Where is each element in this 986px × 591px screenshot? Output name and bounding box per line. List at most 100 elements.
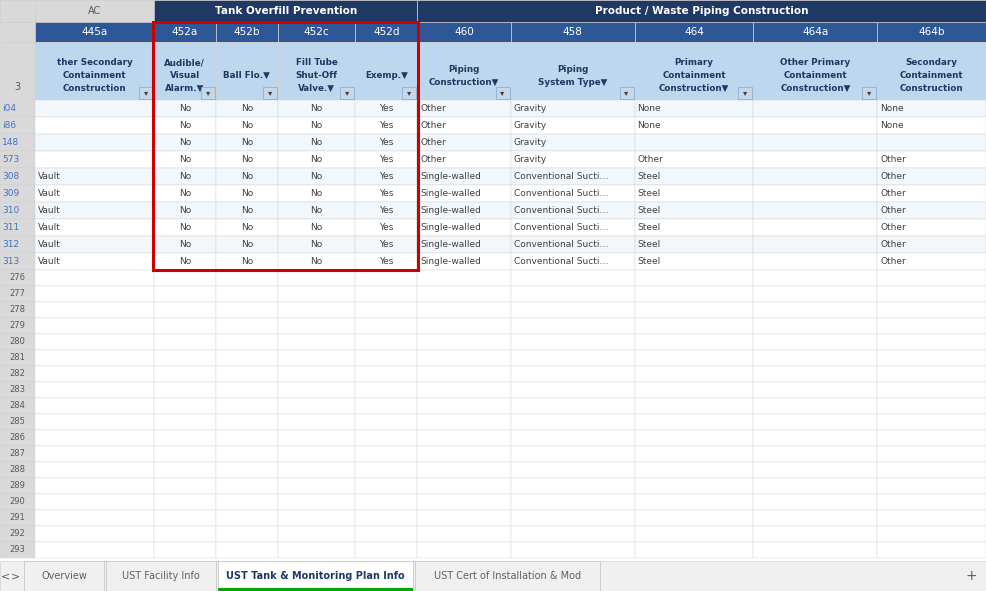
Bar	[154, 219, 216, 236]
Bar	[355, 494, 417, 510]
Text: No: No	[241, 206, 253, 215]
Text: AE: AE	[241, 6, 253, 16]
Bar	[35, 100, 154, 117]
Bar	[35, 168, 154, 185]
Bar	[753, 350, 878, 366]
Text: No: No	[241, 172, 253, 181]
Text: No: No	[178, 172, 191, 181]
Bar	[355, 22, 417, 42]
Bar	[0, 219, 35, 236]
Text: No: No	[311, 155, 322, 164]
Bar	[511, 366, 635, 382]
Bar	[417, 366, 511, 382]
Bar	[278, 219, 355, 236]
Text: <: <	[1, 571, 11, 581]
Bar	[878, 168, 986, 185]
Bar	[635, 478, 753, 494]
Bar	[216, 185, 278, 202]
Bar	[154, 185, 216, 202]
Bar	[35, 382, 154, 398]
Bar	[753, 219, 878, 236]
Bar	[878, 236, 986, 253]
Text: Fill Tube: Fill Tube	[296, 58, 337, 67]
Bar	[35, 202, 154, 219]
Bar	[0, 430, 35, 446]
Bar	[635, 430, 753, 446]
Bar	[278, 302, 355, 318]
Bar	[511, 350, 635, 366]
Bar	[402, 87, 416, 99]
Text: ▾: ▾	[345, 89, 350, 98]
Bar	[35, 542, 154, 558]
Bar	[753, 494, 878, 510]
Bar	[278, 22, 355, 42]
Bar	[753, 100, 878, 117]
Text: Vault: Vault	[38, 257, 61, 266]
Text: Yes: Yes	[380, 189, 393, 198]
Text: Construction: Construction	[63, 84, 126, 93]
Bar	[753, 318, 878, 334]
Text: 277: 277	[10, 290, 26, 298]
Text: AJ: AJ	[689, 6, 699, 16]
Bar	[355, 100, 417, 117]
Text: 464: 464	[684, 27, 704, 37]
Bar	[635, 542, 753, 558]
Bar	[278, 117, 355, 134]
Bar	[216, 366, 278, 382]
Bar	[355, 334, 417, 350]
Bar	[35, 462, 154, 478]
Text: 284: 284	[10, 401, 26, 411]
Text: 293: 293	[10, 545, 26, 554]
Bar	[753, 526, 878, 542]
Bar	[753, 382, 878, 398]
Text: Other: Other	[420, 138, 447, 147]
Bar	[417, 0, 511, 22]
Bar	[154, 350, 216, 366]
Bar	[278, 430, 355, 446]
Text: ther Secondary: ther Secondary	[56, 58, 132, 67]
Bar	[216, 117, 278, 134]
Text: No: No	[178, 240, 191, 249]
Text: Single-walled: Single-walled	[420, 172, 481, 181]
Text: 280: 280	[10, 337, 26, 346]
Bar	[35, 318, 154, 334]
Bar	[154, 0, 417, 22]
Text: 464a: 464a	[803, 27, 828, 37]
Bar	[216, 100, 278, 117]
Text: 309: 309	[2, 189, 20, 198]
Bar	[278, 168, 355, 185]
Text: Product / Waste Piping Construction: Product / Waste Piping Construction	[595, 6, 809, 16]
Bar	[24, 561, 104, 591]
Bar	[154, 202, 216, 219]
Bar	[0, 202, 35, 219]
Bar	[154, 462, 216, 478]
Bar	[0, 236, 35, 253]
Bar	[878, 526, 986, 542]
Bar	[355, 366, 417, 382]
Bar	[154, 22, 216, 42]
Text: Steel: Steel	[638, 189, 661, 198]
Bar	[355, 168, 417, 185]
Bar	[878, 510, 986, 526]
Bar	[0, 510, 35, 526]
Text: Vault: Vault	[38, 206, 61, 215]
Text: 311: 311	[2, 223, 20, 232]
Bar	[216, 526, 278, 542]
Bar	[154, 236, 216, 253]
Bar	[355, 430, 417, 446]
Text: ▾: ▾	[743, 89, 747, 98]
Bar	[35, 350, 154, 366]
Bar	[511, 382, 635, 398]
Bar	[878, 478, 986, 494]
Text: 313: 313	[2, 257, 20, 266]
Bar	[635, 253, 753, 270]
Text: No: No	[311, 121, 322, 130]
Bar	[0, 0, 986, 22]
Text: Other: Other	[638, 155, 664, 164]
Text: ▾: ▾	[868, 89, 872, 98]
Bar	[355, 526, 417, 542]
Text: No: No	[311, 257, 322, 266]
Bar	[35, 446, 154, 462]
Bar	[417, 462, 511, 478]
Text: No: No	[178, 104, 191, 113]
